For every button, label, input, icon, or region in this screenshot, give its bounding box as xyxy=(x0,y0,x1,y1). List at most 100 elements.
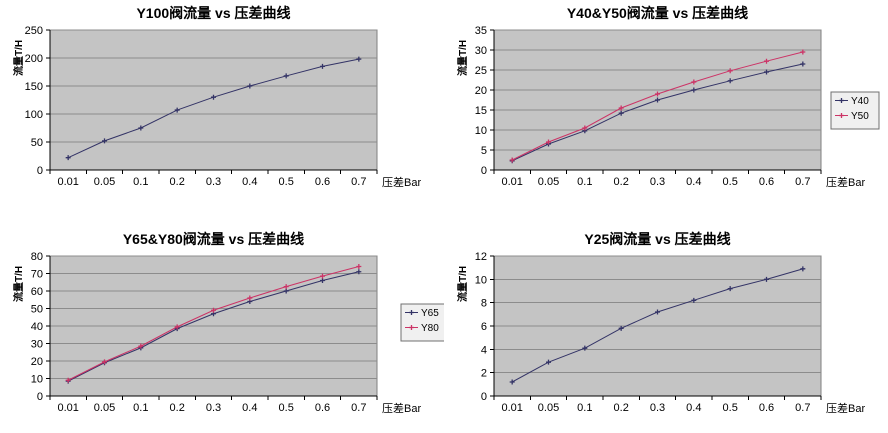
data-point-marker xyxy=(727,68,733,74)
y-tick-label: 8 xyxy=(481,298,487,310)
y-tick-label: 30 xyxy=(475,45,487,57)
chart-title: Y65&Y80阀流量 vs 压差曲线 xyxy=(122,231,305,247)
plot-y25: 0 2 4 6 8 10 12 0.01 0.05 0.1 0.2 0.3 0.4 0.5 0.6 0.7 xyxy=(475,251,822,414)
y-tick-label: 0 xyxy=(37,391,43,403)
x-axis-label: 压差Bar xyxy=(382,403,422,415)
data-point-marker xyxy=(691,79,697,85)
y-tick-label: 50 xyxy=(31,304,43,316)
y-tick-label: 25 xyxy=(475,65,487,77)
data-point-marker xyxy=(356,269,362,275)
y-tick-label: 250 xyxy=(25,25,43,37)
data-point-marker xyxy=(655,97,660,103)
y-tick-label: 15 xyxy=(475,105,487,117)
data-point-marker xyxy=(618,325,624,331)
x-tick-label: 0.01 xyxy=(57,176,78,188)
y-tick-label: 10 xyxy=(475,274,487,286)
y-axis-label: 流量T/H xyxy=(14,39,25,76)
legend xyxy=(830,91,880,130)
x-axis-label: 压差Bar xyxy=(382,177,422,189)
data-point-marker xyxy=(356,56,362,62)
data-point-marker xyxy=(283,73,289,79)
x-tick-label: 0.05 xyxy=(538,176,559,188)
data-point-marker xyxy=(546,359,551,365)
data-point-marker xyxy=(764,58,769,64)
y-axis-label: 流量T/H xyxy=(458,265,469,302)
x-tick-label: 0.2 xyxy=(614,402,629,414)
x-tick-label: 0.6 xyxy=(315,402,330,414)
chart-panel-y25: 0 2 4 6 8 10 12 0.01 0.05 0.1 0.2 0.3 0.4 0.5 0.6 0.7 Y… xyxy=(444,226,888,432)
x-tick-label: 0.2 xyxy=(170,176,185,188)
x-tick-label: 0.5 xyxy=(279,176,294,188)
x-tick-label: 0.4 xyxy=(242,176,257,188)
x-tick-label: 0.4 xyxy=(242,402,257,414)
plot-background xyxy=(49,29,378,171)
data-point-marker xyxy=(800,61,806,67)
y-tick-label: 5 xyxy=(481,145,487,157)
plot-y40-y50: 0 5 10 15 20 25 30 35 0.01 0.05 0.1 0.2 0.3 0.4 0.5 0.6… xyxy=(475,25,880,188)
x-tick-label: 0.5 xyxy=(723,176,738,188)
data-point-marker xyxy=(65,155,71,161)
x-tick-label: 0.05 xyxy=(538,402,559,414)
x-tick-label: 0.3 xyxy=(206,402,221,414)
x-tick-label: 0.7 xyxy=(351,402,366,414)
chart-panel-y100: 0 50 100 150 200 250 0.01 0.05 0.1 0.2 0.3 0.4 0.5 0.… xyxy=(0,0,444,206)
x-tick-label: 0.5 xyxy=(723,402,738,414)
x-tick-label: 0.05 xyxy=(94,176,115,188)
y-tick-label: 20 xyxy=(475,85,487,97)
legend xyxy=(400,303,444,342)
legend-marker xyxy=(839,113,844,118)
x-tick-label: 0.2 xyxy=(614,176,629,188)
y-tick-label: 20 xyxy=(31,356,43,368)
data-point-marker xyxy=(247,295,253,301)
data-point-marker xyxy=(356,264,362,269)
data-point-marker xyxy=(283,284,289,290)
data-point-marker xyxy=(618,110,624,116)
y-tick-label: 10 xyxy=(31,374,43,386)
data-point-marker xyxy=(509,379,515,385)
x-tick-label: 0.5 xyxy=(279,402,294,414)
chart-panel-y40-y50: 0 5 10 15 20 25 30 35 0.01 0.05 0.1 0.2 0.3 0.4 0.5 0.6… xyxy=(444,0,888,206)
y-tick-label: 60 xyxy=(31,286,43,298)
y-tick-label: 40 xyxy=(31,321,43,333)
x-tick-label: 0.1 xyxy=(577,402,592,414)
y-tick-label: 150 xyxy=(25,81,43,93)
data-point-marker xyxy=(618,105,624,111)
x-tick-label: 0.4 xyxy=(686,176,701,188)
data-point-marker xyxy=(138,125,144,131)
data-point-marker xyxy=(247,83,253,89)
data-point-marker xyxy=(727,78,733,84)
x-tick-label: 0.3 xyxy=(650,176,665,188)
data-point-marker xyxy=(138,343,144,349)
data-point-marker xyxy=(691,87,697,93)
data-point-marker xyxy=(546,139,551,145)
data-point-marker xyxy=(582,345,588,351)
y-axis-label: 流量T/H xyxy=(14,265,25,302)
data-point-marker xyxy=(655,309,660,315)
y-tick-label: 35 xyxy=(475,25,487,37)
legend-label: Y80 xyxy=(421,323,439,334)
data-point-marker xyxy=(283,288,289,294)
data-point-marker xyxy=(320,278,325,283)
chart-panel-y65-y80: 0 10 20 30 40 50 60 70 80 0.01 0.05 0.1 0.2 0.3 0.4 0.5… xyxy=(0,226,444,432)
chart-title: Y25阀流量 vs 压差曲线 xyxy=(584,231,731,247)
legend-marker xyxy=(409,310,414,315)
x-tick-label: 0.01 xyxy=(501,402,522,414)
x-tick-label: 0.1 xyxy=(133,176,148,188)
legend-marker xyxy=(839,98,844,103)
x-tick-label: 0.05 xyxy=(94,402,115,414)
chart-title: Y100阀流量 vs 压差曲线 xyxy=(136,5,291,21)
legend-label: Y50 xyxy=(851,111,869,122)
x-tick-label: 0.1 xyxy=(577,176,592,188)
y-axis-label: 流量T/H xyxy=(458,39,469,76)
data-point-marker xyxy=(509,157,515,163)
y-tick-label: 0 xyxy=(37,165,43,177)
data-point-marker xyxy=(691,297,697,303)
legend-marker xyxy=(409,325,414,330)
y-tick-label: 200 xyxy=(25,53,43,65)
x-tick-label: 0.6 xyxy=(315,176,330,188)
x-axis-label: 压差Bar xyxy=(826,403,866,415)
chart-title: Y40&Y50阀流量 vs 压差曲线 xyxy=(566,5,749,21)
y-tick-label: 2 xyxy=(481,368,487,380)
data-point-marker xyxy=(320,63,325,69)
